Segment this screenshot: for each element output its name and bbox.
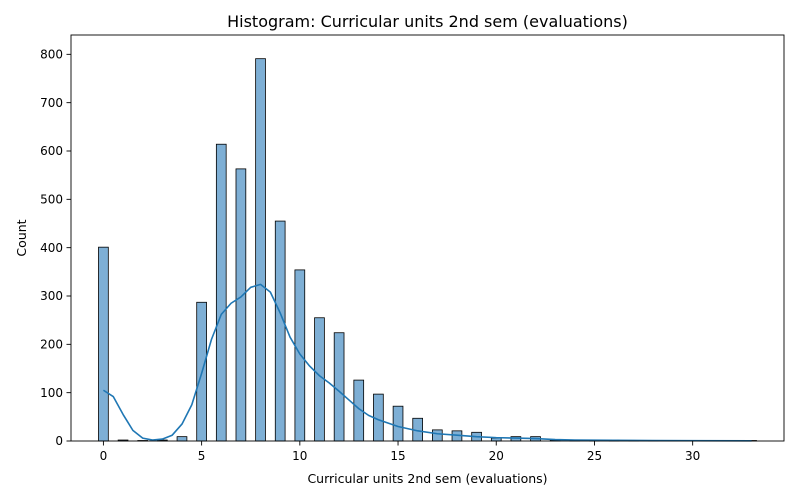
histogram-bar (98, 246, 109, 442)
x-tick-label: 10 (292, 449, 307, 463)
chart-title: Histogram: Curricular units 2nd sem (eva… (227, 12, 628, 31)
y-tick-label: 0 (55, 434, 63, 448)
histogram-bar (274, 220, 286, 442)
histogram-bar (333, 332, 345, 442)
x-tick-label: 5 (198, 449, 206, 463)
histogram-bar (215, 143, 227, 442)
y-tick-label: 300 (40, 289, 63, 303)
x-tick-label: 30 (685, 449, 700, 463)
histogram-bar (255, 58, 266, 442)
x-axis-ticks: 0 5 10 15 20 25 30 (100, 441, 700, 463)
x-tick-label: 25 (587, 449, 602, 463)
x-tick-label: 20 (489, 449, 504, 463)
y-tick-label: 400 (40, 241, 63, 255)
y-tick-label: 700 (40, 96, 63, 110)
histogram-bar (176, 436, 188, 442)
y-tick-label: 200 (40, 338, 63, 352)
kde-curve-group (102, 283, 752, 442)
histogram-bar (392, 405, 404, 442)
x-tick-label: 15 (390, 449, 405, 463)
y-axis-ticks: 0 100 200 300 400 500 600 700 800 (40, 48, 71, 448)
histogram-bar (432, 429, 443, 442)
histogram-bar (235, 168, 247, 442)
y-tick-label: 600 (40, 144, 63, 158)
x-tick-label: 0 (100, 449, 108, 463)
plot-area (71, 35, 784, 441)
y-tick-label: 100 (40, 386, 63, 400)
plot-frame (70, 34, 785, 442)
x-axis-label: Curricular units 2nd sem (evaluations) (307, 471, 547, 486)
y-tick-label: 800 (40, 48, 63, 62)
histogram-bar (294, 269, 306, 442)
histogram-bar (314, 317, 325, 442)
y-tick-label: 500 (40, 193, 63, 207)
y-axis-label: Count (14, 219, 29, 256)
kde-line (102, 283, 752, 442)
